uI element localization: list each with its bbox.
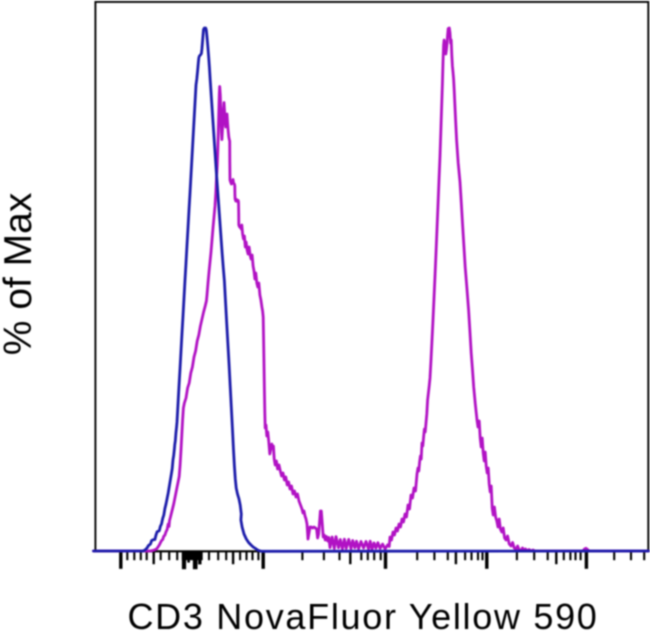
svg-text:CD3 NovaFluor Yellow 590: CD3 NovaFluor Yellow 590 [127,596,598,633]
svg-text:% of Max: % of Max [0,192,40,355]
